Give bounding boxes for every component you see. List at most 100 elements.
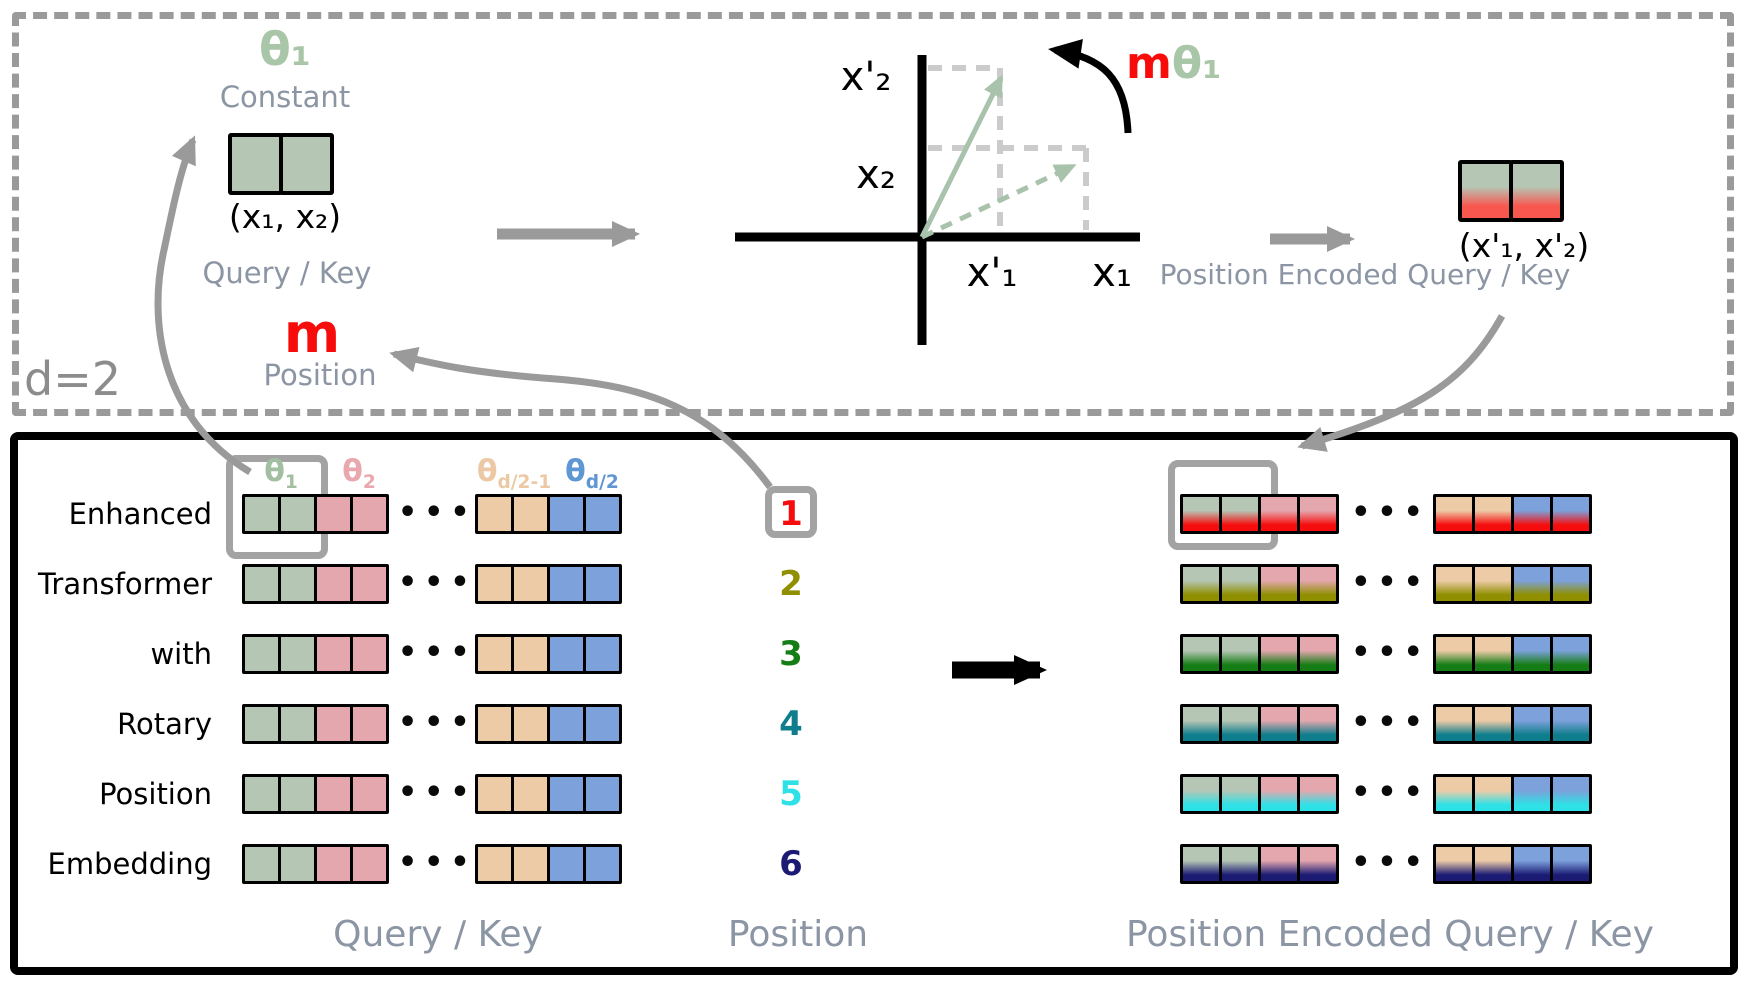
embedding-cell (278, 634, 317, 674)
embedding-cell (314, 844, 353, 884)
encoded-components-label: (x'₁, x'₂) (1458, 226, 1590, 265)
embedding-cell (314, 564, 353, 604)
embedding-cell (242, 494, 281, 534)
encoded-cell-2 (1509, 160, 1564, 222)
encoded-cells-right (1433, 774, 1592, 814)
top-panel-2d-illustration (12, 12, 1734, 416)
rotation-angle-label: mθ₁ (1126, 38, 1221, 89)
encoded-cell (1511, 844, 1553, 884)
position-number: 4 (779, 704, 803, 744)
encoded-cell (1180, 494, 1222, 534)
encoded-cells-left (1180, 564, 1339, 604)
token-cells-right (475, 634, 622, 674)
position-number: 3 (779, 634, 803, 674)
embedding-cell (547, 634, 586, 674)
token-cells-right (475, 704, 622, 744)
token-cells-right (475, 494, 622, 534)
token-cells-left (242, 634, 389, 674)
embedding-cell (314, 704, 353, 744)
embedding-cell (350, 704, 389, 744)
theta-header-main: θ (264, 454, 285, 489)
ellipsis-dots: ••• (398, 845, 477, 880)
encoded-cell (1297, 634, 1339, 674)
embedding-cell (314, 634, 353, 674)
token-word: Embedding (47, 847, 212, 881)
token-word: Transformer (37, 567, 212, 601)
embedding-cell (511, 494, 550, 534)
axis-label-x2: x₂ (856, 152, 896, 198)
embedding-cell (475, 774, 514, 814)
token-cells-right (475, 844, 622, 884)
embedding-cell (350, 564, 389, 604)
position-m-symbol: m (283, 302, 341, 365)
encoded-cell (1433, 564, 1475, 604)
rotation-angle-theta: θ₁ (1171, 38, 1222, 89)
theta-header: θd/2-1 (477, 454, 551, 493)
encoded-cell (1258, 774, 1300, 814)
encoded-cells-right (1433, 634, 1592, 674)
encoded-cell (1472, 844, 1514, 884)
position-number: 1 (779, 494, 803, 534)
encoded-cell (1180, 844, 1222, 884)
rotation-angle-m: m (1126, 38, 1172, 89)
embedding-cell (547, 704, 586, 744)
encoded-cells-left (1180, 494, 1339, 534)
encoded-cells-left (1180, 844, 1339, 884)
encoded-cell (1550, 704, 1592, 744)
encoded-cell (1180, 704, 1222, 744)
embedding-cell (278, 774, 317, 814)
embedding-cell (583, 704, 622, 744)
query-key-caption: Query / Key (202, 256, 372, 290)
encoded-cells-right (1433, 494, 1592, 534)
theta-header: θ2 (342, 454, 376, 493)
query-key-cell-2 (279, 133, 334, 195)
embedding-cell (314, 494, 353, 534)
ellipsis-dots: ••• (398, 775, 477, 810)
encoded-cell (1219, 564, 1261, 604)
column-caption-encoded: Position Encoded Query / Key (1126, 914, 1654, 955)
ellipsis-dots: ••• (1351, 775, 1430, 810)
axis-label-x1-rotated: x'₁ (966, 250, 1018, 296)
encoded-cell (1297, 494, 1339, 534)
encoded-cell (1550, 564, 1592, 604)
encoded-cell (1297, 704, 1339, 744)
encoded-cell (1297, 564, 1339, 604)
ellipsis-dots: ••• (1351, 635, 1430, 670)
encoded-cells-left (1180, 704, 1339, 744)
encoded-cell (1433, 494, 1475, 534)
position-number: 2 (779, 564, 803, 604)
encoded-cell (1258, 494, 1300, 534)
embedding-cell (583, 634, 622, 674)
token-cells-right (475, 564, 622, 604)
encoded-cell (1219, 774, 1261, 814)
encoded-cell (1297, 774, 1339, 814)
encoded-cell (1258, 564, 1300, 604)
embedding-cell (583, 564, 622, 604)
encoded-cell (1511, 564, 1553, 604)
embedding-cell (475, 844, 514, 884)
embedding-cell (314, 774, 353, 814)
embedding-cell (583, 774, 622, 814)
encoded-cell (1433, 704, 1475, 744)
ellipsis-dots: ••• (1351, 845, 1430, 880)
encoded-cell (1219, 704, 1261, 744)
encoded-cell (1511, 774, 1553, 814)
encoded-cell (1472, 774, 1514, 814)
embedding-cell (278, 844, 317, 884)
embedding-cell (278, 494, 317, 534)
vector-components-label: (x₁, x₂) (228, 197, 342, 236)
token-cells-left (242, 774, 389, 814)
embedding-cell (511, 564, 550, 604)
bottom-panel-sequence (10, 432, 1738, 975)
embedding-cell (547, 564, 586, 604)
embedding-cell (511, 704, 550, 744)
encoded-cell (1550, 844, 1592, 884)
embedding-cell (278, 704, 317, 744)
encoded-cell (1258, 634, 1300, 674)
theta-header-main: θ (565, 454, 586, 489)
column-caption-query-key: Query / Key (333, 914, 543, 955)
encoded-cell (1433, 634, 1475, 674)
embedding-cell (242, 844, 281, 884)
encoded-cell (1297, 844, 1339, 884)
encoded-cell (1180, 634, 1222, 674)
